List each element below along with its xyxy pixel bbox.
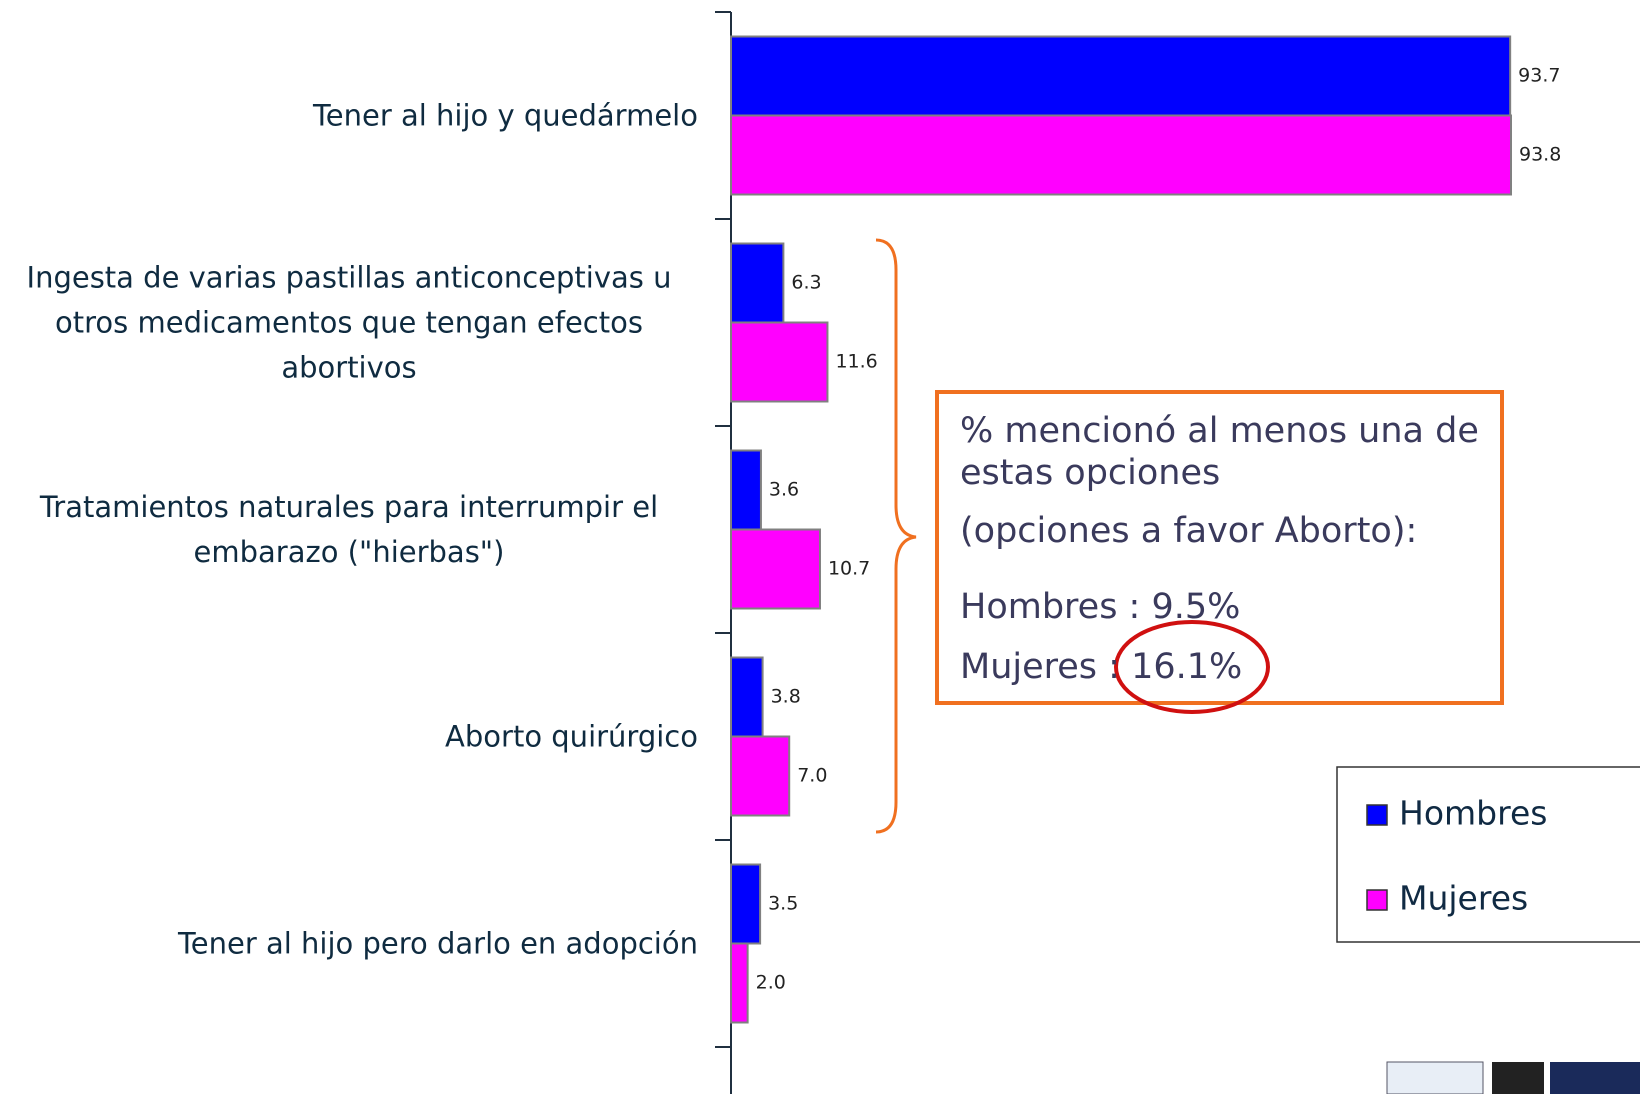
bar	[730, 449, 762, 531]
logo	[1492, 1062, 1544, 1094]
value-label: 93.8	[1519, 144, 1561, 166]
bar	[730, 528, 821, 610]
bar	[730, 942, 749, 1024]
value-label: 7.0	[797, 765, 827, 787]
bar	[730, 863, 762, 945]
bar	[730, 114, 1512, 196]
value-label: 10.7	[828, 558, 870, 580]
annotation-box	[935, 390, 1504, 705]
annotation-subheading: (opciones a favor Aborto):	[960, 511, 1418, 551]
bar	[730, 242, 785, 324]
annotation-line: Mujeres : 16.1%	[960, 647, 1243, 687]
value-label: 11.6	[835, 351, 877, 373]
annotation-heading: % mencionó al menos una de estas opcione…	[960, 411, 1479, 493]
value-label: 93.7	[1518, 65, 1560, 87]
legend-box	[1336, 766, 1640, 943]
annotation-line: Hombres : 9.5%	[960, 587, 1241, 627]
bar	[730, 35, 1512, 117]
category-label: Tratamientos naturales para interrumpir …	[39, 489, 659, 569]
legend-swatch	[1366, 889, 1388, 911]
value-label: 3.8	[771, 686, 801, 708]
category-label: Ingesta de varias pastillas anticoncepti…	[26, 260, 672, 384]
legend-label: Hombres	[1399, 794, 1547, 833]
logo	[1386, 1061, 1484, 1094]
value-label: 2.0	[756, 972, 786, 994]
bar	[730, 321, 829, 403]
value-label: 6.3	[791, 272, 821, 294]
legend-swatch	[1366, 804, 1388, 826]
logo	[1550, 1062, 1640, 1094]
category-label: Tener al hijo pero darlo en adopción	[177, 926, 698, 960]
bar	[730, 735, 791, 817]
category-label: Aborto quirúrgico	[445, 719, 698, 753]
highlight-circle	[1114, 620, 1270, 714]
value-label: 3.6	[769, 479, 799, 501]
legend-label: Mujeres	[1399, 879, 1528, 918]
bar	[730, 656, 764, 738]
brace	[875, 238, 917, 834]
value-label: 3.5	[768, 893, 798, 915]
category-label: Tener al hijo y quedármelo	[313, 98, 698, 132]
